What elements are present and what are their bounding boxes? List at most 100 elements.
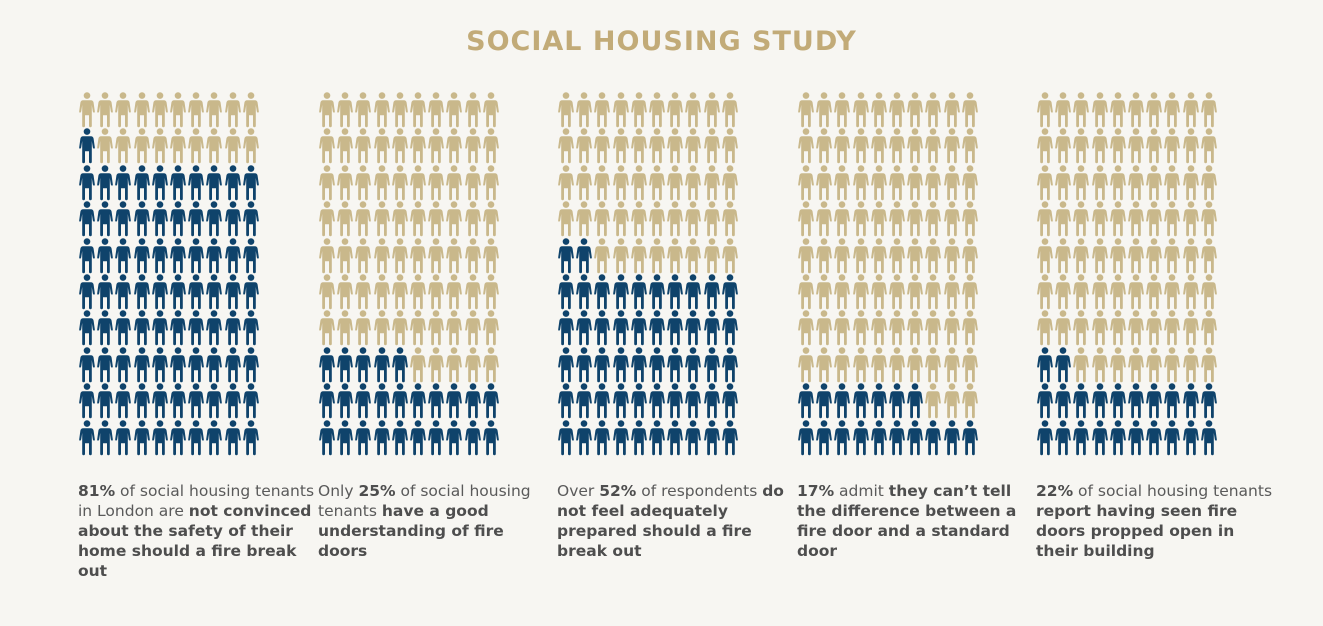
person-icon-highlighted — [648, 419, 666, 456]
person-icon — [445, 92, 463, 128]
person-icon — [1145, 165, 1163, 201]
person-icon-highlighted — [151, 165, 169, 201]
people-grid — [557, 92, 747, 462]
person-icon-highlighted — [114, 383, 132, 419]
caption-emphasis: 81% — [78, 482, 116, 500]
person-icon — [593, 201, 611, 237]
person-icon — [906, 201, 924, 237]
person-icon — [336, 237, 354, 274]
person-icon-highlighted — [1054, 419, 1072, 456]
person-icon-highlighted — [169, 201, 187, 237]
person-icon-highlighted — [205, 165, 223, 201]
person-icon — [151, 92, 169, 128]
person-icon-highlighted — [133, 237, 151, 274]
person-icon — [354, 310, 372, 346]
pictogram-panel: Only 25% of social housing tenants have … — [318, 92, 558, 560]
person-icon — [354, 274, 372, 310]
person-icon-highlighted — [224, 237, 242, 274]
person-icon-highlighted — [943, 419, 961, 456]
person-icon — [630, 201, 648, 237]
person-icon — [78, 92, 96, 128]
person-icon-highlighted — [833, 383, 851, 419]
person-icon-highlighted — [703, 419, 721, 456]
people-grid — [797, 92, 987, 462]
person-icon — [924, 347, 942, 383]
person-icon-highlighted — [391, 347, 409, 383]
person-icon — [575, 128, 593, 164]
person-icon — [648, 92, 666, 128]
person-icon — [797, 165, 815, 201]
person-icon — [1109, 347, 1127, 383]
person-icon — [373, 237, 391, 274]
person-icon — [1109, 237, 1127, 274]
person-icon — [906, 310, 924, 346]
stat-caption: 22% of social housing tenants report hav… — [1036, 481, 1276, 561]
person-icon — [1091, 347, 1109, 383]
person-icon — [833, 347, 851, 383]
person-icon — [684, 165, 702, 201]
stat-caption: 17% admit they can’t tell the difference… — [797, 481, 1037, 561]
person-icon — [833, 92, 851, 128]
person-icon-highlighted — [133, 201, 151, 237]
person-icon — [409, 128, 427, 164]
pictogram-panel: 17% admit they can’t tell the difference… — [797, 92, 1037, 560]
person-icon-highlighted — [78, 128, 96, 164]
person-icon-highlighted — [78, 383, 96, 419]
person-icon — [630, 165, 648, 201]
person-icon — [482, 92, 500, 128]
person-icon — [1091, 310, 1109, 346]
person-icon-highlighted — [205, 201, 223, 237]
person-icon-highlighted — [187, 201, 205, 237]
person-icon — [666, 92, 684, 128]
person-icon — [354, 237, 372, 274]
person-icon-highlighted — [205, 347, 223, 383]
person-icon-highlighted — [612, 274, 630, 310]
person-icon — [593, 237, 611, 274]
person-icon — [1109, 310, 1127, 346]
person-icon — [870, 165, 888, 201]
person-icon — [852, 274, 870, 310]
person-icon — [721, 128, 739, 164]
caption-emphasis: have a good understanding of fire doors — [318, 502, 504, 560]
person-icon-highlighted — [557, 347, 575, 383]
person-icon-highlighted — [169, 347, 187, 383]
person-icon — [815, 201, 833, 237]
person-icon-highlighted — [906, 419, 924, 456]
person-icon-highlighted — [318, 383, 336, 419]
person-icon — [445, 201, 463, 237]
person-icon — [797, 237, 815, 274]
caption-emphasis: 52% — [599, 482, 637, 500]
person-icon — [870, 274, 888, 310]
person-icon-highlighted — [703, 383, 721, 419]
person-icon-highlighted — [114, 165, 132, 201]
person-icon-highlighted — [612, 347, 630, 383]
person-icon-highlighted — [666, 383, 684, 419]
person-icon — [888, 237, 906, 274]
person-icon — [1072, 128, 1090, 164]
person-icon-highlighted — [78, 310, 96, 346]
person-icon-highlighted — [169, 274, 187, 310]
person-icon-highlighted — [133, 347, 151, 383]
person-icon-highlighted — [445, 419, 463, 456]
person-icon — [648, 165, 666, 201]
person-icon — [888, 274, 906, 310]
person-icon — [1054, 92, 1072, 128]
person-icon-highlighted — [169, 419, 187, 456]
person-icon-highlighted — [593, 274, 611, 310]
person-icon-highlighted — [797, 419, 815, 456]
person-icon-highlighted — [1109, 383, 1127, 419]
person-icon — [187, 128, 205, 164]
person-icon-highlighted — [242, 383, 260, 419]
people-grid — [1036, 92, 1226, 462]
person-icon — [833, 128, 851, 164]
caption-emphasis: report having seen fire doors propped op… — [1036, 502, 1238, 560]
person-icon — [336, 128, 354, 164]
caption-text: Only — [318, 482, 359, 500]
person-icon — [870, 310, 888, 346]
person-icon — [906, 128, 924, 164]
person-icon-highlighted — [1091, 419, 1109, 456]
person-icon-highlighted — [1109, 419, 1127, 456]
person-icon — [1072, 237, 1090, 274]
person-icon-highlighted — [648, 347, 666, 383]
person-icon — [797, 92, 815, 128]
